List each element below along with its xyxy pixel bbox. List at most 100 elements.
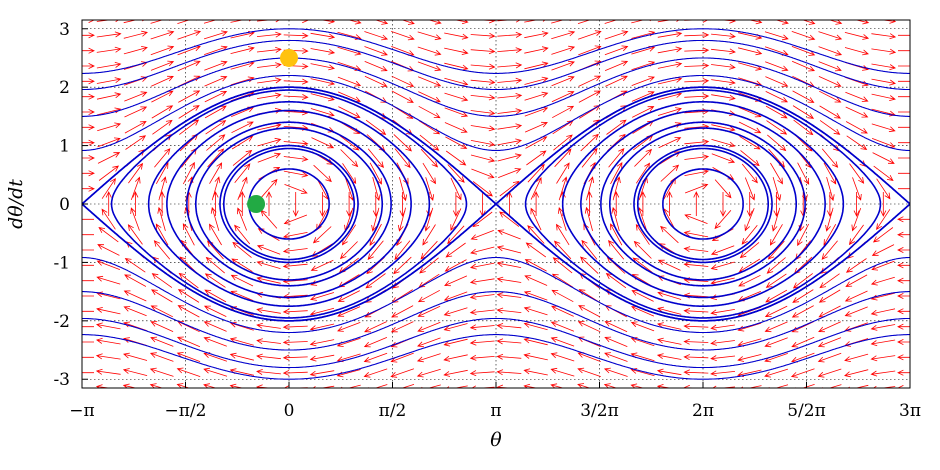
field-arrow bbox=[256, 20, 280, 23]
field-arrow bbox=[792, 105, 815, 119]
field-arrow bbox=[427, 20, 442, 25]
field-arrow bbox=[498, 168, 522, 178]
closed-trajectory bbox=[186, 121, 392, 287]
field-arrow bbox=[556, 223, 570, 246]
field-arrow bbox=[801, 20, 816, 25]
open-trajectory bbox=[82, 334, 910, 380]
field-arrow bbox=[309, 354, 335, 362]
field-arrow bbox=[205, 256, 225, 274]
field-arrow bbox=[871, 93, 896, 101]
field-arrow bbox=[714, 179, 732, 199]
field-arrow bbox=[720, 192, 726, 217]
field-arrow bbox=[82, 218, 94, 220]
field-arrow bbox=[524, 46, 549, 54]
field-arrow bbox=[552, 120, 574, 135]
field-arrow bbox=[340, 149, 359, 168]
field-arrow bbox=[82, 78, 95, 85]
field-arrow bbox=[897, 216, 910, 223]
field-arrow bbox=[523, 383, 539, 388]
field-arrow bbox=[711, 63, 736, 70]
field-arrow bbox=[550, 321, 575, 332]
field-arrow bbox=[419, 134, 440, 151]
field-arrow bbox=[523, 368, 548, 376]
field-arrow bbox=[283, 78, 309, 85]
field-arrow bbox=[876, 209, 891, 231]
closed-trajectory bbox=[248, 168, 330, 240]
field-arrow bbox=[309, 339, 335, 347]
field-arrow bbox=[369, 162, 382, 185]
field-arrow bbox=[82, 234, 94, 236]
field-arrow bbox=[870, 339, 896, 347]
field-arrow bbox=[683, 246, 709, 253]
field-arrow bbox=[657, 61, 683, 69]
field-arrow bbox=[898, 65, 910, 67]
field-arrow bbox=[765, 76, 789, 87]
closed-trajectory bbox=[110, 89, 468, 319]
closed-trajectory bbox=[633, 144, 773, 264]
field-arrow bbox=[765, 273, 787, 288]
field-arrow bbox=[82, 32, 95, 39]
field-arrow bbox=[445, 150, 467, 166]
field-arrow bbox=[792, 273, 813, 289]
field-arrow bbox=[176, 336, 201, 348]
field-arrow bbox=[391, 75, 415, 87]
field-arrow bbox=[444, 259, 467, 272]
field-arrow bbox=[738, 107, 762, 118]
field-arrow bbox=[310, 48, 336, 55]
field-arrow bbox=[768, 384, 789, 388]
field-arrow bbox=[845, 91, 869, 102]
field-arrow bbox=[604, 336, 628, 347]
field-arrow bbox=[177, 20, 198, 24]
field-arrow bbox=[177, 305, 200, 318]
field-arrow bbox=[551, 289, 574, 303]
field-arrow bbox=[898, 80, 910, 82]
field-arrow bbox=[790, 368, 815, 378]
field-arrow bbox=[447, 164, 465, 183]
field-arrow bbox=[765, 91, 789, 103]
field-arrow bbox=[95, 322, 121, 330]
field-arrow bbox=[524, 20, 546, 23]
field-arrow bbox=[310, 63, 335, 71]
field-arrow bbox=[369, 223, 382, 247]
field-arrow bbox=[718, 20, 736, 24]
field-arrow bbox=[417, 337, 441, 348]
field-arrow bbox=[683, 338, 709, 345]
field-arrow bbox=[97, 137, 121, 148]
field-arrow bbox=[256, 46, 282, 53]
field-arrow bbox=[470, 63, 496, 70]
field-arrow bbox=[337, 306, 361, 317]
field-arrow bbox=[123, 352, 148, 361]
closed-trajectory bbox=[223, 147, 355, 261]
field-arrow bbox=[203, 352, 228, 362]
field-arrow bbox=[898, 126, 910, 128]
field-arrow bbox=[470, 109, 496, 116]
field-arrow bbox=[845, 121, 868, 134]
field-arrow bbox=[256, 353, 281, 360]
field-arrow bbox=[125, 135, 147, 150]
field-arrow bbox=[496, 369, 522, 376]
field-arrow bbox=[635, 223, 650, 245]
field-arrow bbox=[847, 384, 869, 388]
field-arrow bbox=[260, 178, 278, 198]
field-arrow bbox=[204, 105, 227, 119]
field-arrow bbox=[124, 274, 147, 287]
field-arrow bbox=[791, 60, 816, 72]
field-arrow bbox=[871, 48, 897, 55]
field-arrow bbox=[203, 383, 218, 388]
field-arrow bbox=[310, 108, 335, 117]
field-arrow bbox=[203, 30, 228, 40]
field-arrow bbox=[97, 152, 121, 164]
field-arrow bbox=[693, 191, 700, 216]
field-arrow bbox=[766, 120, 788, 135]
field-arrow bbox=[499, 211, 520, 227]
field-arrow bbox=[229, 352, 254, 361]
field-arrow bbox=[580, 133, 599, 152]
field-arrow bbox=[710, 324, 735, 331]
field-arrow bbox=[231, 121, 254, 134]
field-arrow bbox=[178, 90, 201, 103]
field-arrow bbox=[151, 289, 173, 303]
field-arrow bbox=[365, 273, 386, 289]
field-arrow bbox=[524, 76, 549, 85]
field-arrow bbox=[337, 76, 362, 87]
field-arrow bbox=[234, 224, 251, 245]
